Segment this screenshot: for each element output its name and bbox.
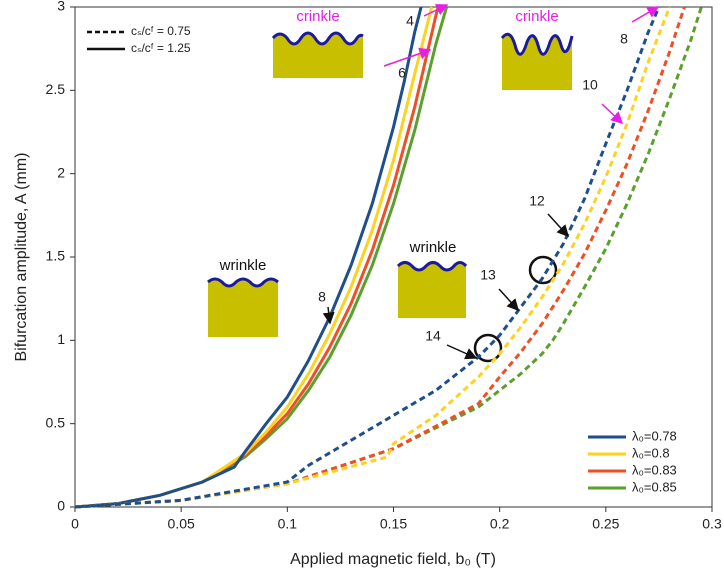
plot-frame: [74, 6, 713, 508]
y-tick-label: 2.5: [46, 81, 66, 97]
annotation-arrow: [498, 288, 520, 312]
annotation: 8: [620, 31, 628, 47]
y-tick-label: 0: [57, 498, 65, 514]
y-tick-label: 0.5: [46, 414, 66, 430]
x-tick-label: 0.3: [702, 516, 722, 532]
inset-label: wrinkle: [219, 257, 267, 274]
annotation-arrow: [383, 47, 432, 67]
series-line: [74, 6, 661, 509]
y-tick-label: 3: [57, 0, 65, 14]
annotation: 6: [398, 65, 406, 81]
legend-label: λ₀=0.8: [632, 445, 670, 460]
inset-label: wrinkle: [409, 239, 457, 256]
x-tick-label: 0.1: [278, 516, 298, 532]
inset-wrinkle-2: [396, 261, 468, 318]
legend-label: cₛ/cᶠ = 1.25: [131, 41, 191, 55]
series-line: [74, 6, 686, 509]
highlight-circle: [473, 333, 503, 363]
x-tick-label: 0.05: [168, 516, 195, 532]
y-tick-label: 2: [57, 164, 65, 180]
x-axis-title: Applied magnetic field, b₀ (T): [290, 551, 496, 568]
annotation: 12: [529, 193, 545, 209]
y-tick-label: 1.5: [46, 248, 66, 264]
legend-label: λ₀=0.78: [632, 428, 677, 443]
series-line: [74, 6, 703, 509]
x-tick-label: 0.15: [380, 516, 407, 532]
annotation-arrow: [631, 6, 660, 23]
inset-crinkle-1: [271, 31, 364, 78]
legend-label: λ₀=0.83: [632, 462, 677, 477]
y-axis-title: Bifurcation amplitude, A (mm): [13, 153, 30, 362]
legend-label: λ₀=0.85: [632, 479, 677, 494]
series-line: [74, 6, 423, 509]
series-line: [74, 6, 671, 509]
annotation-arrow: [446, 344, 478, 360]
annotation-arrow: [601, 103, 624, 125]
x-tick-label: 0: [71, 516, 79, 532]
annotation-arrow: [547, 213, 570, 238]
inset-label: crinkle: [296, 8, 339, 25]
annotation: 4: [406, 13, 414, 29]
inset-label: crinkle: [515, 8, 558, 25]
annotation: 10: [582, 77, 598, 93]
annotation-arrow: [423, 4, 449, 17]
y-tick-label: 1: [57, 331, 65, 347]
highlight-circle: [528, 255, 558, 285]
annotation: 13: [480, 267, 496, 283]
annotation-arrow: [322, 306, 335, 325]
annotation: 14: [425, 328, 441, 344]
x-tick-label: 0.2: [490, 516, 510, 532]
inset-wrinkle-1: [207, 277, 279, 337]
x-tick-label: 0.25: [592, 516, 619, 532]
legend-label: cₛ/cᶠ = 0.75: [131, 24, 191, 38]
annotation: 8: [318, 289, 326, 305]
inset-crinkle-2: [500, 32, 574, 90]
